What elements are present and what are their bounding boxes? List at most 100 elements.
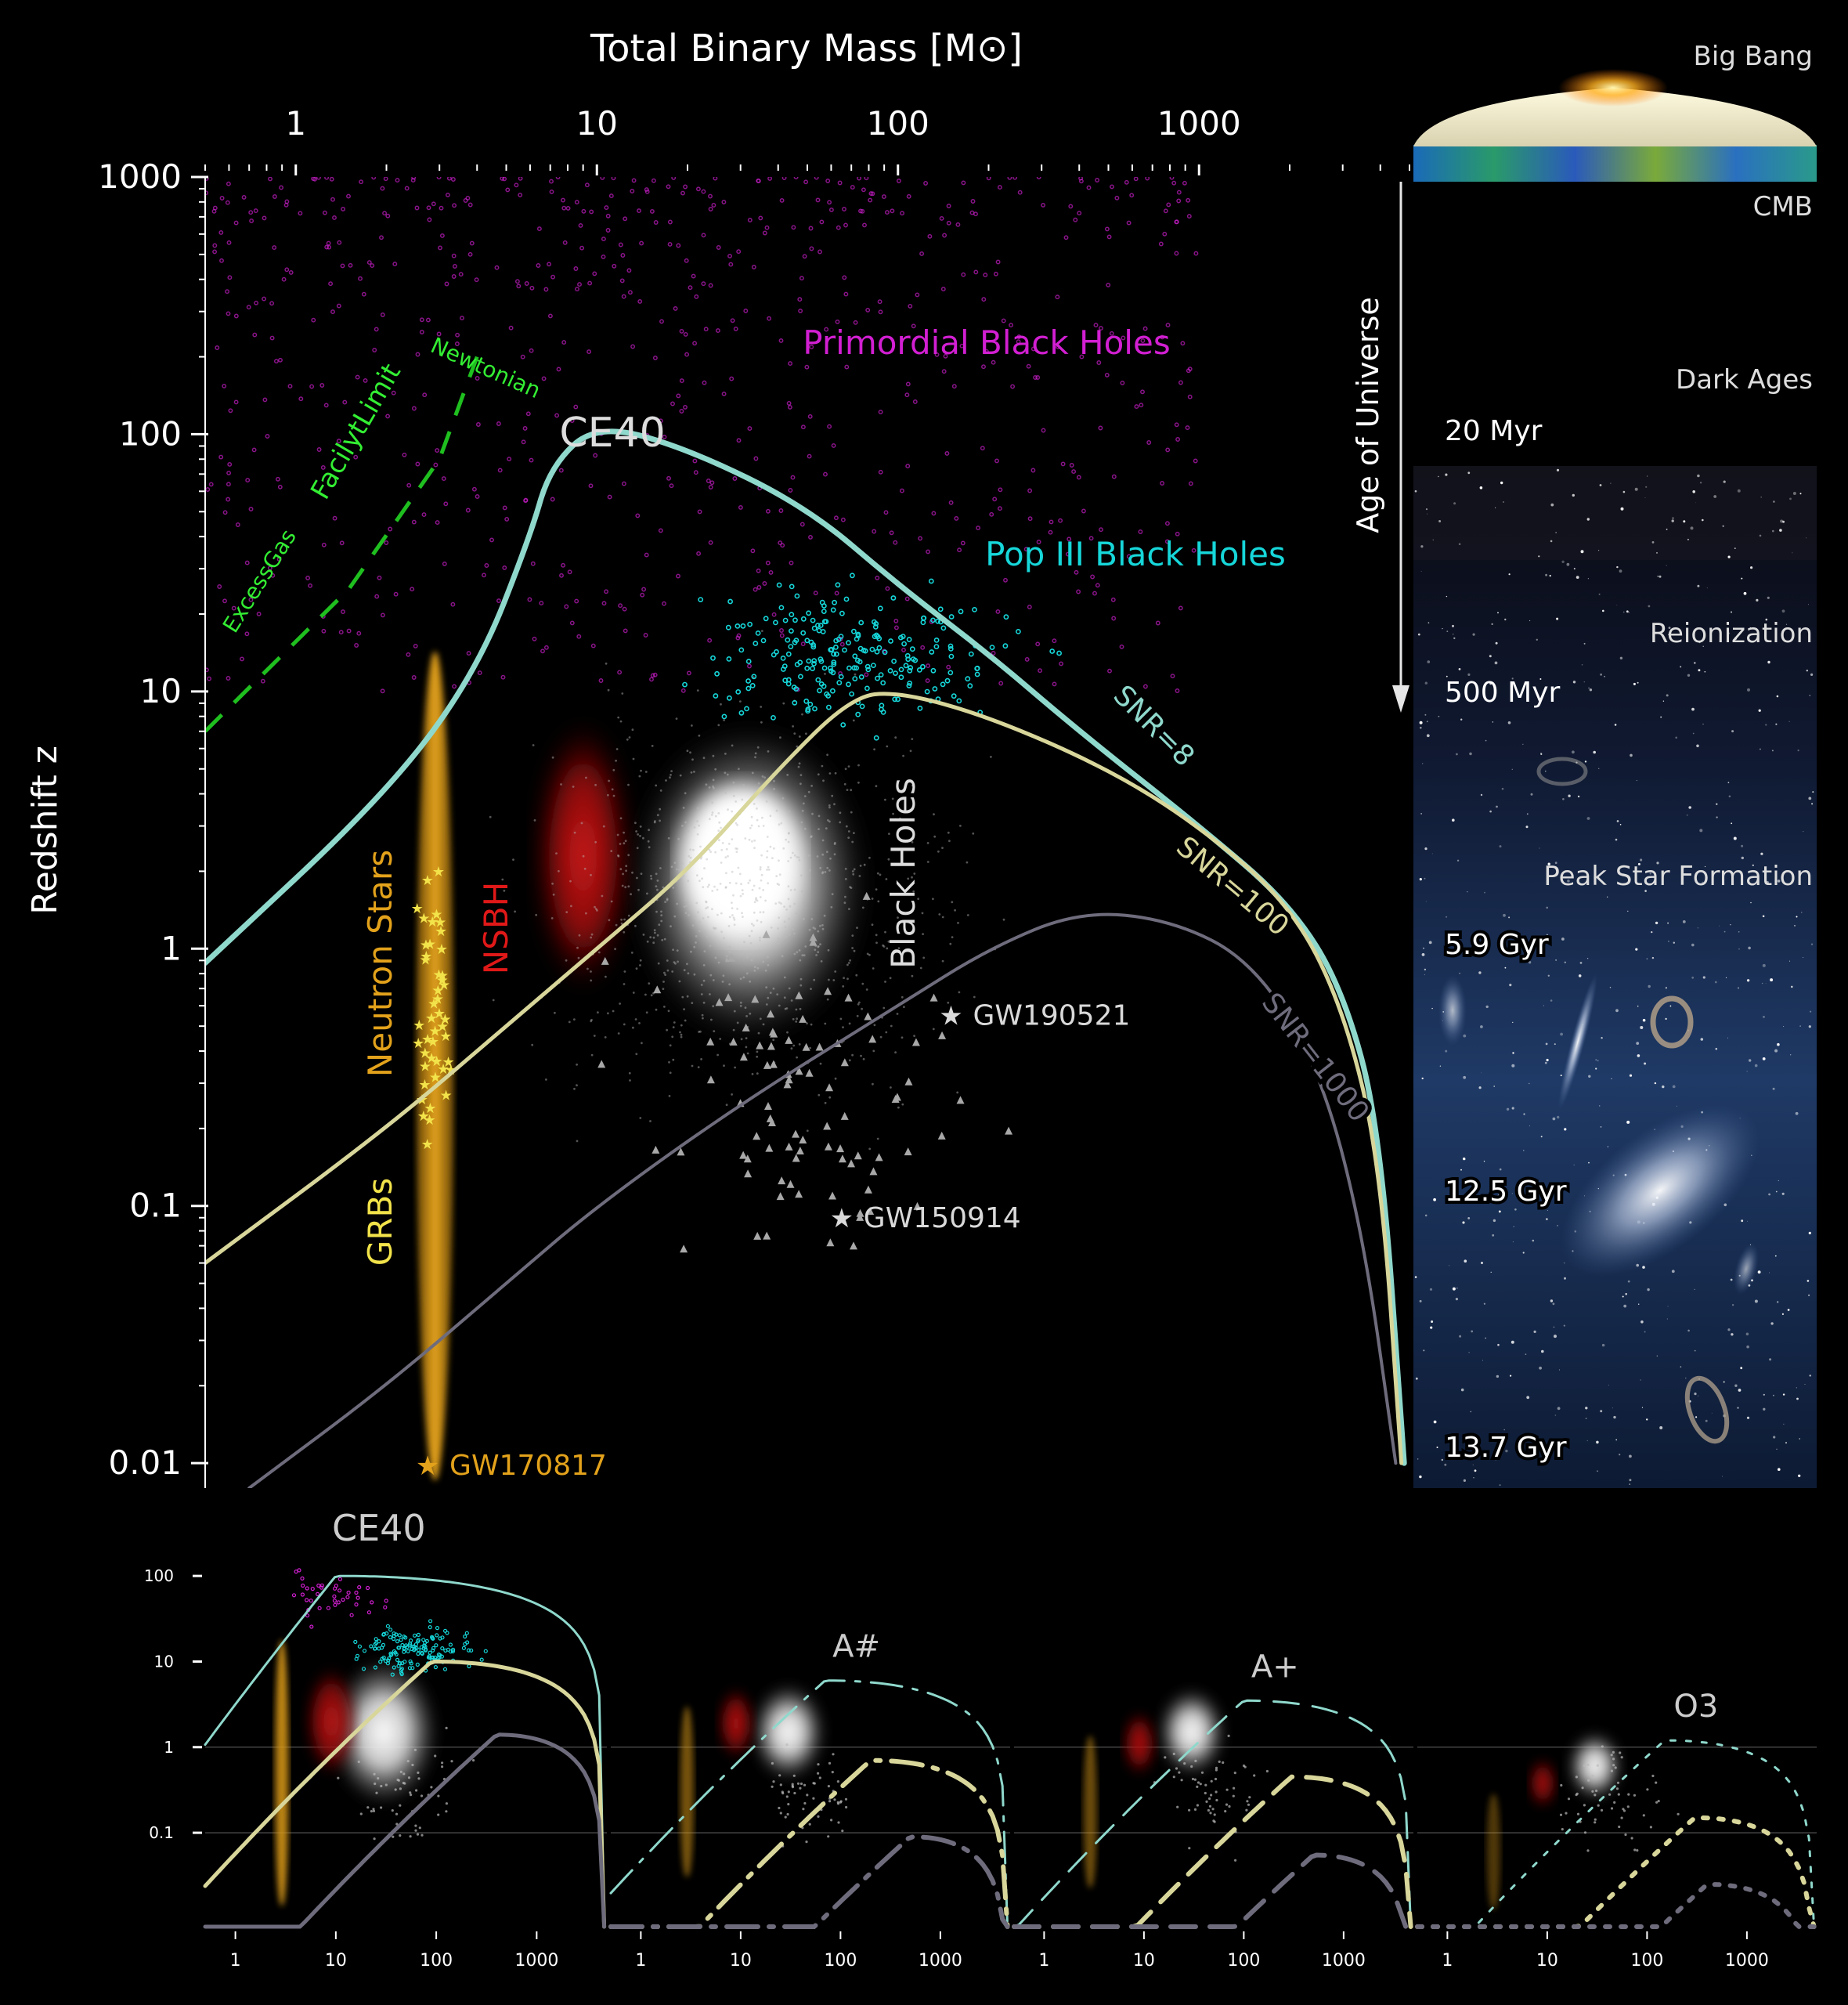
bh-point bbox=[860, 1054, 862, 1057]
bh-detected-point bbox=[1586, 1849, 1590, 1852]
pbh-point bbox=[993, 271, 998, 276]
bh-point bbox=[649, 1120, 651, 1122]
star bbox=[1686, 814, 1688, 816]
pbh-point bbox=[411, 519, 417, 525]
pbh-point bbox=[329, 177, 334, 182]
pop3-point bbox=[479, 1657, 484, 1662]
pbh-point bbox=[1060, 461, 1066, 467]
star bbox=[1473, 1477, 1474, 1479]
mini-x-tick-label: 1000 bbox=[514, 1951, 558, 1971]
pop3-point bbox=[911, 656, 916, 662]
bh-detected-point bbox=[787, 1803, 790, 1806]
pbh-point bbox=[549, 189, 554, 194]
pbh-point bbox=[735, 635, 741, 641]
star bbox=[1602, 609, 1604, 612]
bh-point bbox=[619, 1002, 621, 1005]
pbh-point bbox=[601, 237, 606, 242]
pop3-point bbox=[385, 1661, 390, 1666]
bh-detected-point bbox=[399, 1770, 402, 1773]
star bbox=[1766, 880, 1769, 884]
bh-point bbox=[778, 823, 781, 826]
pbh-point bbox=[955, 222, 961, 227]
star bbox=[1579, 962, 1583, 964]
star bbox=[1691, 976, 1695, 979]
bh-point bbox=[847, 962, 850, 964]
pbh-point bbox=[589, 209, 594, 215]
pbh-point bbox=[1058, 518, 1063, 523]
bh-point bbox=[882, 1006, 886, 1010]
bh-detected-point bbox=[437, 1794, 440, 1797]
bh-detected-point bbox=[1188, 1808, 1191, 1812]
pbh-point bbox=[1095, 583, 1100, 588]
pbh-point bbox=[514, 279, 520, 284]
pbh-point bbox=[382, 211, 388, 216]
pop3-point bbox=[819, 599, 825, 605]
star bbox=[1746, 1345, 1749, 1349]
pbh-point bbox=[912, 399, 918, 404]
pbh-point bbox=[530, 561, 536, 566]
star bbox=[1546, 1058, 1549, 1062]
pop3-point bbox=[740, 623, 746, 629]
grb-point: ★ bbox=[420, 937, 432, 954]
star bbox=[1774, 1255, 1777, 1257]
bh-point bbox=[778, 1004, 781, 1007]
pbh-point bbox=[779, 633, 785, 638]
pbh-point bbox=[980, 446, 985, 451]
pbh-point bbox=[733, 326, 738, 331]
pbh-point bbox=[973, 211, 978, 217]
pop3-point bbox=[806, 658, 812, 664]
star bbox=[1783, 1423, 1785, 1425]
pbh-point bbox=[561, 205, 567, 211]
bh-point bbox=[784, 1007, 787, 1010]
bh-detected-point bbox=[384, 1783, 388, 1786]
bh-detected-point bbox=[836, 1801, 839, 1804]
pbh-point bbox=[339, 540, 345, 546]
pbh-point bbox=[601, 601, 607, 606]
bh-point bbox=[871, 923, 874, 927]
age-500-myr: 500 Myr bbox=[1445, 677, 1561, 709]
bh-point bbox=[727, 843, 731, 845]
bh-point bbox=[958, 991, 961, 994]
bh-detected-triangle bbox=[799, 1136, 807, 1144]
bh-point bbox=[800, 821, 803, 824]
pbh-point bbox=[341, 609, 345, 615]
star bbox=[1716, 816, 1718, 818]
star bbox=[1533, 1330, 1536, 1333]
bh-detected-point bbox=[437, 1813, 440, 1816]
pop3-point bbox=[435, 1633, 439, 1638]
pbh-point bbox=[336, 1600, 341, 1605]
pbh-point bbox=[905, 381, 911, 387]
bh-point bbox=[966, 861, 969, 864]
bh-point bbox=[652, 936, 655, 939]
pbh-point bbox=[241, 194, 247, 200]
pbh-point bbox=[372, 348, 377, 352]
pbh-point bbox=[997, 506, 1002, 511]
pbh-point bbox=[1164, 521, 1170, 526]
bh-point bbox=[951, 936, 954, 938]
star bbox=[1627, 910, 1629, 912]
pbh-point bbox=[410, 587, 415, 592]
bh-point bbox=[966, 914, 969, 916]
pop3-point bbox=[887, 668, 893, 674]
pbh-point bbox=[995, 259, 1001, 265]
bh-detected-point bbox=[1211, 1808, 1215, 1811]
pbh-point bbox=[839, 641, 845, 647]
curve-snr-100 bbox=[205, 692, 1404, 1465]
bh-point bbox=[689, 856, 692, 859]
bh-point bbox=[647, 840, 650, 843]
bh-detected-point bbox=[792, 1774, 796, 1777]
pbh-point bbox=[608, 193, 614, 199]
pop3-point bbox=[895, 696, 901, 703]
pbh-point bbox=[800, 641, 806, 647]
pbh-point bbox=[1095, 178, 1100, 182]
bh-detected-point bbox=[1196, 1785, 1199, 1788]
pbh-point bbox=[900, 211, 905, 216]
mini-x-tick-label: 1000 bbox=[1322, 1951, 1366, 1971]
star bbox=[1586, 958, 1589, 959]
grb-point: ★ bbox=[421, 872, 434, 889]
star bbox=[1438, 520, 1442, 522]
bh-point bbox=[662, 988, 665, 990]
bh-point bbox=[756, 746, 760, 749]
pop3-point bbox=[940, 625, 947, 631]
bh-point bbox=[753, 924, 755, 927]
